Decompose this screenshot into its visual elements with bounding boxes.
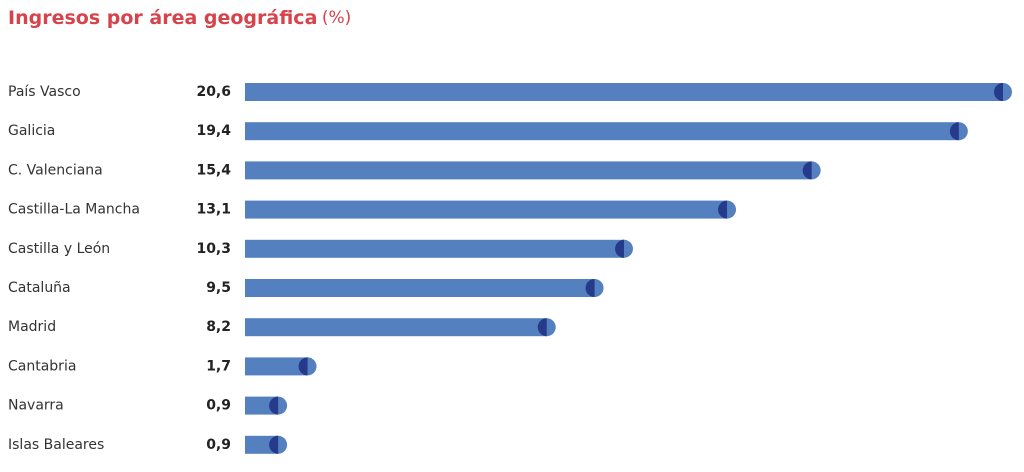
category-label: Madrid xyxy=(8,319,56,335)
bar-cap-half xyxy=(298,357,308,376)
unit-label: (%) xyxy=(322,8,351,28)
bar xyxy=(245,318,547,337)
bar xyxy=(245,357,308,376)
bar xyxy=(245,239,624,258)
bar-cap-half xyxy=(585,279,595,297)
bar xyxy=(245,279,595,297)
value-label: 1,7 xyxy=(206,358,231,374)
bar-cap-half xyxy=(994,83,1003,101)
bar xyxy=(245,83,1003,101)
bar xyxy=(245,396,279,415)
value-label: 19,4 xyxy=(196,123,231,139)
category-label: Cataluña xyxy=(8,280,71,296)
category-label: Castilla-La Mancha xyxy=(8,202,140,218)
value-label: 0,9 xyxy=(206,437,231,453)
bar xyxy=(245,161,812,180)
value-label: 15,4 xyxy=(196,162,231,178)
bar xyxy=(245,200,728,219)
bar-cap-half xyxy=(269,435,279,454)
bar xyxy=(245,122,959,141)
category-label: Islas Baleares xyxy=(8,437,104,453)
value-label: 8,2 xyxy=(206,319,231,335)
bar-cap-half xyxy=(615,239,624,258)
title: Ingresos por área geográfica xyxy=(8,7,317,29)
value-label: 13,1 xyxy=(196,202,231,218)
value-label: 20,6 xyxy=(196,84,231,100)
category-label: Castilla y León xyxy=(8,241,110,257)
bar-cap-half xyxy=(802,161,812,180)
category-label: Navarra xyxy=(8,398,64,414)
bar-cap-half xyxy=(949,122,959,141)
category-label: Galicia xyxy=(8,123,55,139)
value-label: 10,3 xyxy=(196,241,231,257)
category-label: C. Valenciana xyxy=(8,162,103,178)
chart-title: Ingresos por área geográfica (%) xyxy=(8,7,351,29)
bar-cap-half xyxy=(269,396,279,415)
bar xyxy=(245,435,279,454)
bar-cap-half xyxy=(537,318,547,337)
value-label: 9,5 xyxy=(206,280,231,296)
bar-cap-half xyxy=(718,200,728,219)
value-label: 0,9 xyxy=(206,398,231,414)
category-label: Cantabria xyxy=(8,358,76,374)
category-label: País Vasco xyxy=(8,84,81,100)
